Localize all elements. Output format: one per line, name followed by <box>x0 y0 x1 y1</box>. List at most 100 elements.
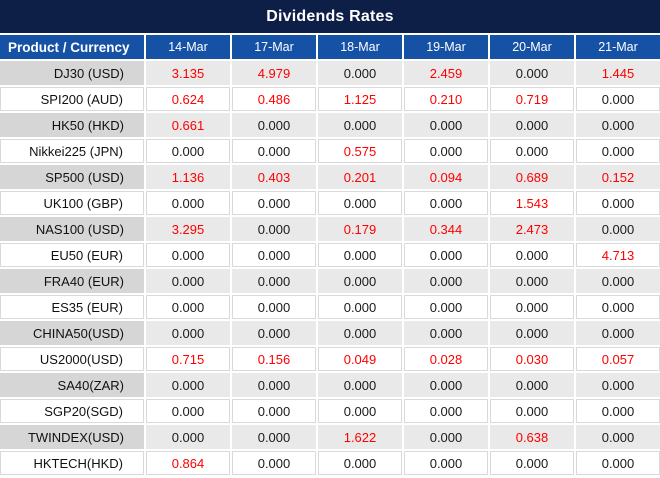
value-cell: 0.689 <box>490 165 574 189</box>
value-cell: 0.000 <box>576 217 660 241</box>
product-cell: SA40(ZAR) <box>0 373 144 397</box>
value-cell: 0.000 <box>490 295 574 319</box>
value-cell: 4.979 <box>232 61 316 85</box>
product-cell: SP500 (USD) <box>0 165 144 189</box>
value-cell: 0.000 <box>576 139 660 163</box>
table-row: CHINA50(USD) 0.000 0.000 0.000 0.000 0.000 0.0… <box>0 321 660 345</box>
value-cell: 0.000 <box>404 243 488 267</box>
product-cell: CHINA50(USD) <box>0 321 144 345</box>
table-row: HK50 (HKD) 0.661 0.000 0.000 0.000 0.000 0.000 <box>0 113 660 137</box>
value-cell: 0.000 <box>404 451 488 475</box>
table-row: SPI200 (AUD) 0.624 0.486 1.125 0.210 0.719 0.0… <box>0 87 660 111</box>
value-cell: 0.000 <box>318 373 402 397</box>
value-cell: 1.543 <box>490 191 574 215</box>
value-cell: 0.000 <box>232 113 316 137</box>
value-cell: 1.125 <box>318 87 402 111</box>
table-title: Dividends Rates <box>0 0 660 33</box>
product-cell: DJ30 (USD) <box>0 61 144 85</box>
column-header-date: 20-Mar <box>490 35 574 59</box>
product-cell: US2000(USD) <box>0 347 144 371</box>
product-cell: SGP20(SGD) <box>0 399 144 423</box>
value-cell: 0.661 <box>146 113 230 137</box>
column-header-date: 19-Mar <box>404 35 488 59</box>
value-cell: 0.000 <box>490 139 574 163</box>
value-cell: 0.000 <box>490 113 574 137</box>
value-cell: 0.000 <box>146 269 230 293</box>
value-cell: 0.000 <box>146 139 230 163</box>
value-cell: 0.000 <box>576 399 660 423</box>
table-row: US2000(USD) 0.715 0.156 0.049 0.028 0.030 0.05… <box>0 347 660 371</box>
product-cell: ES35 (EUR) <box>0 295 144 319</box>
value-cell: 0.057 <box>576 347 660 371</box>
value-cell: 0.000 <box>576 295 660 319</box>
value-cell: 0.000 <box>490 269 574 293</box>
value-cell: 0.575 <box>318 139 402 163</box>
value-cell: 0.000 <box>318 321 402 345</box>
table-row: FRA40 (EUR) 0.000 0.000 0.000 0.000 0.000 0.00… <box>0 269 660 293</box>
table-row: SGP20(SGD) 0.000 0.000 0.000 0.000 0.000 0.000 <box>0 399 660 423</box>
value-cell: 0.719 <box>490 87 574 111</box>
table-row: EU50 (EUR) 0.000 0.000 0.000 0.000 0.000 4.713 <box>0 243 660 267</box>
value-cell: 0.000 <box>490 373 574 397</box>
table-row: HKTECH(HKD) 0.864 0.000 0.000 0.000 0.000 0.00… <box>0 451 660 475</box>
value-cell: 0.486 <box>232 87 316 111</box>
header-row: Product / Currency 14-Mar 17-Mar 18-Mar 19-… <box>0 35 660 59</box>
value-cell: 0.049 <box>318 347 402 371</box>
value-cell: 0.000 <box>490 451 574 475</box>
product-cell: NAS100 (USD) <box>0 217 144 241</box>
value-cell: 0.403 <box>232 165 316 189</box>
product-cell: FRA40 (EUR) <box>0 269 144 293</box>
value-cell: 0.000 <box>232 425 316 449</box>
value-cell: 2.473 <box>490 217 574 241</box>
value-cell: 1.136 <box>146 165 230 189</box>
value-cell: 0.000 <box>318 191 402 215</box>
table-body: DJ30 (USD) 3.135 4.979 0.000 2.459 0.000 1.445… <box>0 61 660 475</box>
value-cell: 0.000 <box>146 243 230 267</box>
value-cell: 0.000 <box>232 295 316 319</box>
product-cell: Nikkei225 (JPN) <box>0 139 144 163</box>
column-header-product-currency: Product / Currency <box>0 35 144 59</box>
value-cell: 0.210 <box>404 87 488 111</box>
value-cell: 0.000 <box>318 451 402 475</box>
product-cell: TWINDEX(USD) <box>0 425 144 449</box>
value-cell: 0.000 <box>146 373 230 397</box>
value-cell: 0.000 <box>576 269 660 293</box>
value-cell: 0.638 <box>490 425 574 449</box>
value-cell: 0.000 <box>318 243 402 267</box>
product-cell: HK50 (HKD) <box>0 113 144 137</box>
value-cell: 0.156 <box>232 347 316 371</box>
value-cell: 3.295 <box>146 217 230 241</box>
value-cell: 0.000 <box>404 295 488 319</box>
column-header-date: 21-Mar <box>576 35 660 59</box>
value-cell: 0.000 <box>232 191 316 215</box>
value-cell: 0.094 <box>404 165 488 189</box>
value-cell: 0.030 <box>490 347 574 371</box>
value-cell: 0.000 <box>404 139 488 163</box>
value-cell: 0.624 <box>146 87 230 111</box>
table-row: SA40(ZAR) 0.000 0.000 0.000 0.000 0.000 0.000 <box>0 373 660 397</box>
value-cell: 0.000 <box>232 217 316 241</box>
value-cell: 0.715 <box>146 347 230 371</box>
value-cell: 0.000 <box>232 321 316 345</box>
table-row: Nikkei225 (JPN) 0.000 0.000 0.575 0.000 0.000… <box>0 139 660 163</box>
product-cell: HKTECH(HKD) <box>0 451 144 475</box>
value-cell: 0.000 <box>576 113 660 137</box>
value-cell: 0.000 <box>490 243 574 267</box>
product-cell: UK100 (GBP) <box>0 191 144 215</box>
value-cell: 0.864 <box>146 451 230 475</box>
value-cell: 0.000 <box>318 399 402 423</box>
value-cell: 4.713 <box>576 243 660 267</box>
value-cell: 0.000 <box>318 61 402 85</box>
product-cell: SPI200 (AUD) <box>0 87 144 111</box>
value-cell: 0.000 <box>490 399 574 423</box>
value-cell: 0.000 <box>146 321 230 345</box>
value-cell: 0.000 <box>404 399 488 423</box>
value-cell: 0.000 <box>404 191 488 215</box>
value-cell: 0.000 <box>232 399 316 423</box>
value-cell: 0.000 <box>576 425 660 449</box>
value-cell: 0.000 <box>232 269 316 293</box>
value-cell: 0.000 <box>576 451 660 475</box>
value-cell: 3.135 <box>146 61 230 85</box>
table-row: ES35 (EUR) 0.000 0.000 0.000 0.000 0.000 0.000 <box>0 295 660 319</box>
